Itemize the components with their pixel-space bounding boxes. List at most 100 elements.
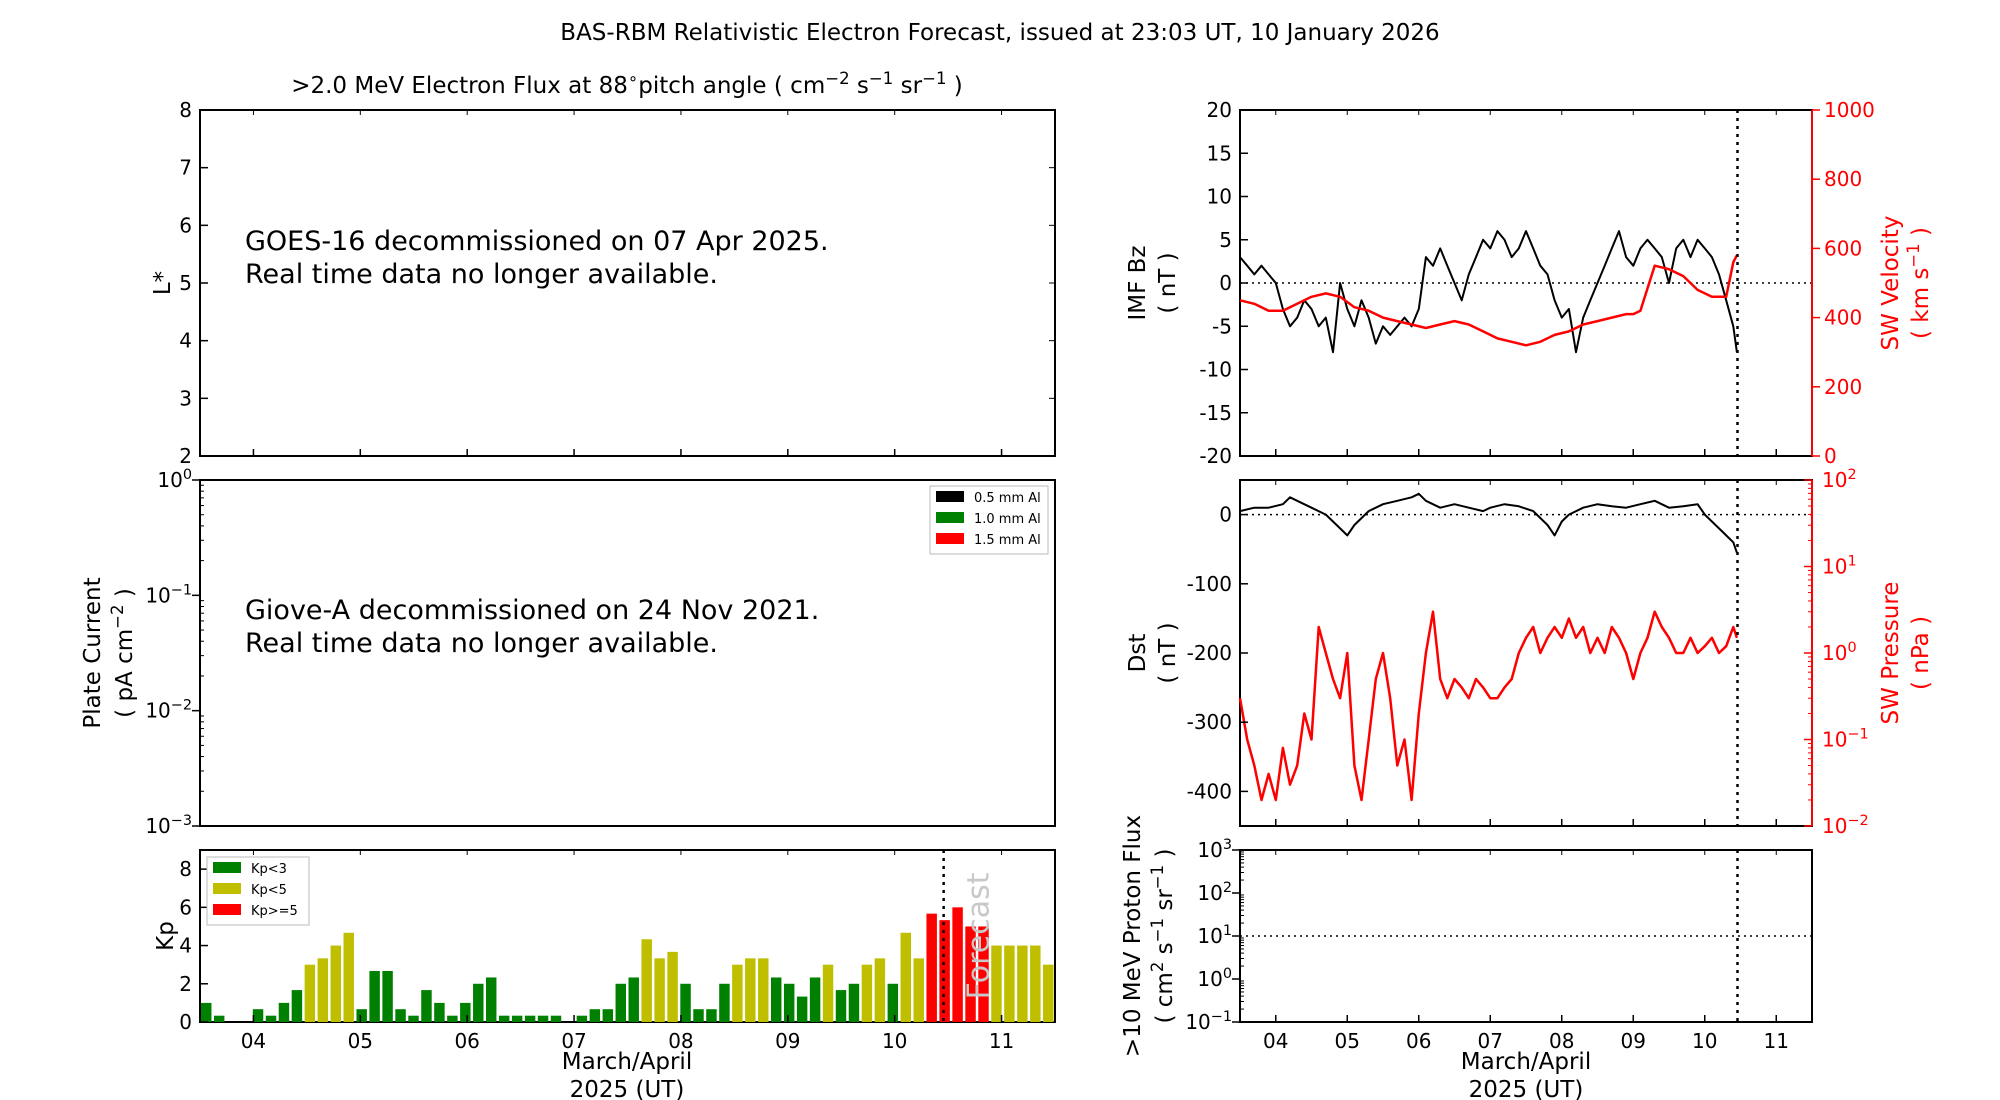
imf-y-tick-label: -15 (1199, 401, 1232, 425)
dst-y2-tick-exp: −2 (1847, 813, 1868, 829)
kp-bar (201, 1002, 212, 1022)
proton-y-tick-base: 10 (1197, 881, 1222, 905)
dst-y2-tick-label: 10−2 (1822, 813, 1869, 838)
giove-legend-swatch (936, 533, 964, 544)
kp-bar (486, 977, 497, 1022)
proton-units-sr: sr (1152, 889, 1178, 918)
dst-y-tick-label: -100 (1187, 572, 1232, 596)
imf-y2-tick-label: 1000 (1824, 98, 1875, 122)
giove-y-tick-exp: −3 (171, 813, 192, 829)
kp-bar (1043, 964, 1054, 1022)
kp-bar (654, 958, 665, 1022)
giove-y-tick-label: 100 (157, 467, 192, 492)
kp-bar (1017, 945, 1028, 1022)
kp-bar (848, 983, 860, 1022)
kp-bar (887, 983, 899, 1022)
dst-ylabel2: ( nT ) (1155, 622, 1181, 683)
proton-y-tick-exp: 0 (1223, 966, 1232, 982)
proton-xlabel: March/April (1461, 1049, 1591, 1075)
giove-message-line2: Real time data no longer available. (245, 628, 718, 659)
kp-bar (498, 1015, 510, 1022)
proton-xtick-label: 06 (1406, 1029, 1431, 1053)
kp-bar (524, 1015, 536, 1022)
kp-bar (589, 1009, 601, 1022)
dst-y-tick-label: -400 (1187, 779, 1232, 803)
kp-y-tick-label: 0 (179, 1010, 192, 1034)
kp-bar (900, 932, 911, 1022)
proton-xtick-label: 10 (1692, 1029, 1717, 1053)
dst-y2-tick-label: 10−1 (1822, 727, 1869, 752)
giove-units-post: ) (112, 588, 138, 604)
imf-y-tick-label: 15 (1207, 141, 1232, 165)
proton-y-tick-exp: 3 (1223, 837, 1232, 853)
dst-y2-tick-base: 10 (1822, 555, 1847, 579)
dst-y2-tick-label: 101 (1822, 554, 1857, 579)
kp-xtick-label: 04 (241, 1029, 266, 1053)
kp-forecast-label: Forecast (962, 872, 997, 999)
kp-legend-swatch (213, 862, 241, 873)
kp-bar (343, 932, 354, 1022)
proton-xtick-label: 09 (1621, 1029, 1646, 1053)
goes-y-tick-label: 4 (179, 329, 192, 353)
dst-y2-tick-base: 10 (1822, 814, 1847, 838)
dst-y2-tick-label: 100 (1822, 640, 1857, 665)
giove-ylabel: Plate Current (80, 577, 106, 728)
kp-y-tick-label: 8 (179, 857, 192, 881)
kp-bar (667, 951, 678, 1022)
kp-bar (265, 1015, 277, 1022)
imf-y2-tick-label: 0 (1824, 444, 1837, 468)
goes-title-exp: −1 (922, 69, 946, 88)
kp-xtick-label: 06 (454, 1029, 479, 1053)
imf-y-tick-label: 0 (1219, 271, 1232, 295)
kp-bar (356, 1009, 367, 1022)
kp-bar (291, 990, 303, 1022)
giove-units-pre: ( pA cm (112, 629, 138, 718)
kp-panel-frame (199, 849, 1056, 1023)
goes-ylabel: L* (150, 271, 176, 295)
imf-ylabel: IMF Bz (1125, 245, 1151, 320)
giove-y-tick-exp: −2 (171, 698, 192, 714)
kp-bar (330, 945, 341, 1022)
kp-bar (952, 907, 963, 1022)
imf-y2-tick-label: 400 (1824, 306, 1862, 330)
proton-xtick-label: 04 (1263, 1029, 1288, 1053)
proton-xlabel2: 2025 (UT) (1469, 1077, 1584, 1100)
proton-y-tick-exp: 1 (1223, 923, 1232, 939)
kp-bar (874, 958, 886, 1022)
goes-title-degree: ∘ (628, 69, 638, 88)
proton-y-tick-base: 10 (1197, 838, 1222, 862)
dst-y2label2: ( nPa ) (1908, 616, 1934, 690)
proton-y-tick-label: 100 (1197, 966, 1232, 991)
proton-xtick-label: 05 (1335, 1029, 1360, 1053)
kp-bar (861, 964, 873, 1022)
kp-bar (822, 964, 834, 1022)
kp-bar (395, 1009, 406, 1022)
kp-y-tick-label: 2 (179, 972, 192, 996)
dst-y2-tick-base: 10 (1822, 468, 1847, 492)
kp-bar (758, 958, 769, 1022)
proton-y-tick-label: 103 (1197, 837, 1232, 862)
kp-xtick-label: 10 (882, 1029, 907, 1053)
giove-legend-swatch (936, 512, 964, 523)
kp-bar (511, 1015, 523, 1022)
dst-y2-tick-label: 102 (1822, 467, 1857, 492)
kp-bar (537, 1015, 549, 1022)
dst-y2-tick-exp: 2 (1847, 467, 1856, 483)
kp-bar (550, 1015, 562, 1022)
proton-y-tick-label: 102 (1197, 880, 1232, 905)
kp-bar (615, 983, 626, 1022)
goes-y-tick-label: 7 (179, 156, 192, 180)
kp-bar (213, 1015, 225, 1022)
kp-xtick-label: 08 (668, 1029, 693, 1053)
giove-y-tick-base: 10 (145, 699, 170, 723)
kp-bar (965, 926, 976, 1022)
dst-y2-tick-exp: 0 (1847, 640, 1856, 656)
proton-units-s: s (1152, 942, 1178, 961)
dst-line (1239, 492, 1738, 554)
proton-y-tick-label: 101 (1197, 923, 1232, 948)
giove-message-line1: Giove-A decommissioned on 24 Nov 2021. (245, 595, 819, 626)
kp-legend-label: Kp<5 (251, 883, 287, 898)
imf-y2-units-pre: ( km s (1908, 268, 1934, 339)
proton-y-tick-base: 10 (1197, 967, 1222, 991)
kp-bar (434, 1002, 445, 1022)
